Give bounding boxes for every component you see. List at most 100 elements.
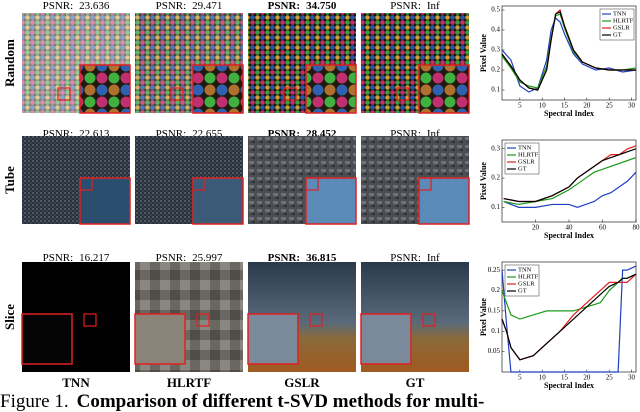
series-line xyxy=(503,148,637,203)
psnr-prefix: PSNR: xyxy=(156,252,187,264)
zoom-inset xyxy=(305,177,357,225)
psnr-value: Inf xyxy=(427,0,440,12)
zoom-region xyxy=(283,87,297,101)
legend-label: GT xyxy=(518,165,527,172)
zoom-region xyxy=(192,177,206,191)
zoom-region xyxy=(57,87,71,101)
x-axis-label: Spectral Index xyxy=(544,231,594,240)
zoom-region xyxy=(418,177,432,191)
zoom-inset xyxy=(360,313,412,365)
image-grid: Random PSNR: 23.636 PSNR: 29.471 PSNR: 34.750 P… xyxy=(2,0,470,390)
psnr-label: PSNR: 23.636 xyxy=(43,0,110,12)
zoom-region xyxy=(305,177,319,191)
y-axis-label: Pixel Value xyxy=(479,34,488,72)
psnr-value: 16.217 xyxy=(79,252,110,264)
psnr-label: PSNR: 29.471 xyxy=(156,0,223,12)
row-label: Slice xyxy=(2,304,17,330)
x-axis-label: Spectral Index xyxy=(544,109,594,118)
zoom-region xyxy=(309,313,323,327)
legend-label: HLRTF xyxy=(518,151,539,158)
x-tick-label: 25 xyxy=(606,374,614,382)
column-label: HLRTF xyxy=(167,375,211,390)
zoom-inset xyxy=(79,177,131,225)
y-tick-label: 0.15 xyxy=(488,306,501,314)
zoom-region xyxy=(83,313,97,327)
legend-label: GT xyxy=(518,287,527,294)
x-tick-label: 15 xyxy=(561,102,569,110)
x-tick-label: 15 xyxy=(561,374,569,382)
y-tick-label: 0.2 xyxy=(491,174,500,182)
y-tick-label: 0.05 xyxy=(488,347,501,355)
legend-label: GSLR xyxy=(518,158,535,165)
psnr-value: 23.636 xyxy=(79,0,110,12)
x-tick-label: 5 xyxy=(518,374,522,382)
x-axis-label: Spectral Index xyxy=(544,381,594,390)
zoom-inset xyxy=(134,313,186,365)
y-tick-label: 0.2 xyxy=(491,66,500,74)
y-tick-label: 0.5 xyxy=(491,6,500,14)
caption-number: Figure 1. xyxy=(0,391,69,412)
zoom-inset xyxy=(192,177,244,225)
x-tick-label: 30 xyxy=(628,374,636,382)
x-tick-label: 25 xyxy=(606,102,614,110)
zoom-inset xyxy=(418,177,470,225)
zoom-inset xyxy=(418,64,470,114)
y-tick-label: 0.4 xyxy=(491,26,500,34)
x-tick-label: 10 xyxy=(539,102,547,110)
psnr-label: PSNR: Inf xyxy=(390,252,440,264)
series-line xyxy=(501,11,636,91)
y-axis-label: Pixel Value xyxy=(479,162,488,200)
x-tick-label: 20 xyxy=(583,102,591,110)
zoom-inset xyxy=(305,64,357,114)
legend-label: TNN xyxy=(518,144,532,151)
y-tick-label: 0.1 xyxy=(491,86,500,94)
caption: Figure 1. Comparison of different t-SVD m… xyxy=(0,391,484,412)
psnr-label: PSNR: Inf xyxy=(390,0,440,12)
legend-label: GT xyxy=(613,31,622,38)
psnr-label: PSNR: 36.815 xyxy=(268,252,337,264)
psnr-value: 29.471 xyxy=(192,0,222,12)
zoom-region xyxy=(79,177,93,191)
x-tick-label: 20 xyxy=(583,374,591,382)
psnr-prefix: PSNR: xyxy=(43,252,74,264)
zoom-region xyxy=(396,87,410,101)
zoom-region xyxy=(422,313,436,327)
psnr-value: 36.815 xyxy=(306,252,337,264)
column-label: GT xyxy=(406,375,425,390)
psnr-label: PSNR: 25.997 xyxy=(156,252,223,264)
y-tick-label: 0.1 xyxy=(491,327,500,335)
zoom-inset xyxy=(79,64,131,114)
x-tick-label: 40 xyxy=(566,224,574,232)
psnr-prefix: PSNR: xyxy=(390,0,421,12)
x-tick-label: 80 xyxy=(633,224,640,232)
legend-label: GSLR xyxy=(613,24,630,31)
psnr-prefix: PSNR: xyxy=(43,0,74,12)
caption-text: Comparison of different t-SVD methods fo… xyxy=(77,391,485,412)
legend-label: TNN xyxy=(613,10,627,17)
y-tick-label: 0.25 xyxy=(488,266,501,274)
x-tick-label: 30 xyxy=(628,102,636,110)
x-tick-label: 5 xyxy=(518,102,522,110)
psnr-value: 34.750 xyxy=(306,0,337,12)
row-label: Tube xyxy=(2,166,17,194)
psnr-value: Inf xyxy=(427,252,440,264)
x-tick-label: 10 xyxy=(539,374,547,382)
x-tick-label: 20 xyxy=(532,224,540,232)
legend-label: HLRTF xyxy=(518,273,539,280)
y-tick-label: 0.2 xyxy=(491,286,500,294)
series-line xyxy=(501,273,637,361)
y-axis-label: Pixel Value xyxy=(479,298,488,336)
y-tick-label: 0.3 xyxy=(491,144,500,152)
series-line xyxy=(503,171,637,208)
row-label: Random xyxy=(2,39,17,87)
column-label: TNN xyxy=(62,375,90,390)
legend-label: HLRTF xyxy=(613,17,634,24)
psnr-value: 25.997 xyxy=(192,252,223,264)
zoom-inset xyxy=(247,313,299,365)
psnr-prefix: PSNR: xyxy=(390,252,421,264)
zoom-region xyxy=(196,313,210,327)
psnr-prefix: PSNR: xyxy=(156,0,187,12)
series-line xyxy=(501,265,637,373)
psnr-prefix: PSNR: xyxy=(268,252,300,264)
